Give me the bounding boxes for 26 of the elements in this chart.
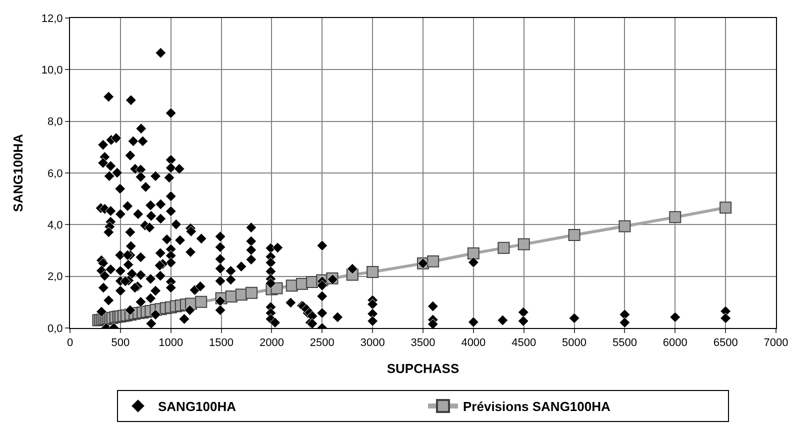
x-tick-label: 3000: [360, 337, 385, 350]
x-tick-label: 6500: [713, 337, 738, 350]
y-tick-label: 6,0: [48, 168, 63, 180]
x-tick-label: 0: [66, 337, 74, 350]
y-tick-label: 4,0: [48, 220, 63, 232]
y-tick-label: 2,0: [48, 271, 63, 284]
y-tick-label: 10,0: [41, 64, 63, 77]
y-axis-title: SANG100HA: [10, 133, 26, 212]
x-tick-label: 5500: [612, 337, 637, 350]
x-tick-label: 1000: [158, 337, 184, 350]
x-tick-label: 7000: [764, 337, 788, 350]
y-tick-label: 0,0: [48, 322, 63, 335]
x-tick-label: 6000: [662, 337, 688, 350]
x-tick-label: 4500: [512, 337, 536, 350]
x-axis-title: SUPCHASS: [386, 360, 460, 376]
x-tick-label: 4000: [461, 337, 486, 350]
x-tick-label: 2500: [310, 337, 334, 350]
x-tick-label: 3500: [410, 337, 436, 350]
x-tick-label: 1500: [209, 337, 234, 350]
y-tick-label: 12,0: [41, 12, 63, 25]
x-tick-label: 500: [111, 337, 130, 350]
y-tick-label: 8,0: [48, 116, 63, 128]
x-tick-label: 5000: [562, 337, 587, 350]
legend-label: Prévisions SANG100HA: [463, 399, 612, 414]
x-tick-label: 2000: [259, 337, 284, 350]
legend-label: SANG100HA: [158, 399, 237, 414]
